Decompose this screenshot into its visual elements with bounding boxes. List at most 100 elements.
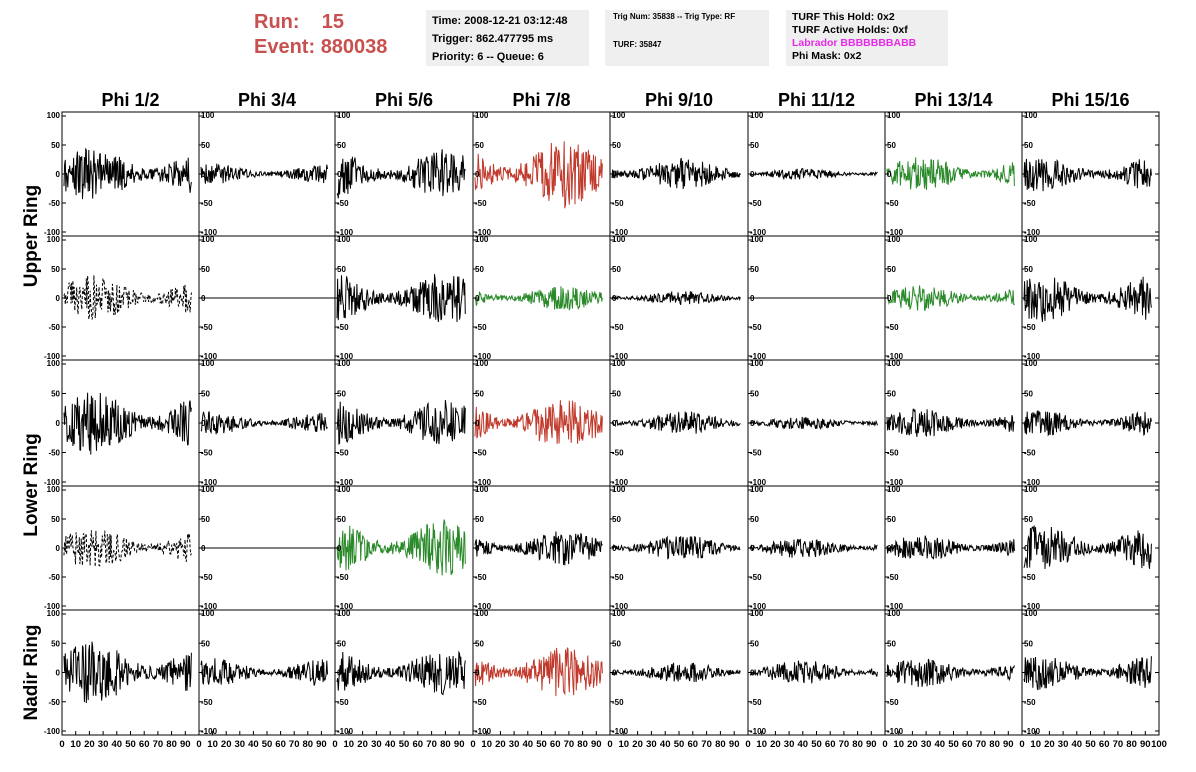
x-tick-label: 90 [591, 739, 602, 750]
y-tick-label: 100 [337, 111, 351, 120]
turf-this-hold-text: TURF This Hold: 0x2 [792, 11, 895, 23]
x-tick-label: 30 [921, 739, 932, 750]
y-tick-label: -100 [201, 478, 218, 487]
y-tick-label: 50 [750, 265, 759, 274]
x-tick-label: 40 [1072, 739, 1083, 750]
waveform-trace [1023, 276, 1152, 322]
y-tick-label: 100 [1024, 235, 1038, 244]
y-tick-label: -50 [887, 698, 899, 707]
turf-info-box: TURF This Hold: 0x2 TURF Active Holds: 0… [786, 10, 948, 66]
y-tick-label: 100 [750, 485, 764, 494]
waveform-trace [749, 167, 878, 181]
y-tick-label: -100 [475, 602, 492, 611]
y-tick-label: 0 [1024, 419, 1029, 428]
y-tick-label: 0 [475, 419, 480, 428]
y-tick-label: 50 [475, 639, 484, 648]
waveform-trace [611, 662, 741, 683]
y-tick-label: -50 [48, 199, 60, 208]
waveform-trace [336, 274, 466, 323]
x-tick-label: 20 [632, 739, 643, 750]
x-tick-label: 80 [577, 739, 588, 750]
y-tick-label: 100 [475, 359, 489, 368]
y-tick-label: -50 [612, 449, 624, 458]
x-tick-label: 0 [470, 739, 475, 750]
y-tick-label: 0 [750, 294, 755, 303]
x-tick-label: 40 [660, 739, 671, 750]
y-tick-label: -100 [1024, 352, 1041, 361]
y-tick-label: 50 [337, 515, 346, 524]
y-tick-label: 100 [475, 235, 489, 244]
y-tick-label: 100 [887, 111, 901, 120]
y-tick-label: -50 [201, 323, 213, 332]
y-tick-label: -100 [201, 352, 218, 361]
x-tick-label: 60 [962, 739, 973, 750]
x-tick-label: 70 [976, 739, 987, 750]
waveform-trace [63, 392, 192, 455]
waveform-trace [63, 530, 192, 567]
x-tick-label: 10 [344, 739, 355, 750]
y-tick-label: 0 [612, 544, 617, 553]
y-tick-label: 0 [56, 294, 61, 303]
y-tick-label: 100 [47, 111, 61, 120]
x-tick-label: 60 [1099, 739, 1110, 750]
waveform-trace [611, 157, 741, 190]
y-tick-label: 0 [750, 544, 755, 553]
y-tick-label: 0 [887, 294, 892, 303]
y-tick-label: 50 [612, 390, 621, 399]
x-tick-label: 50 [1085, 739, 1096, 750]
y-tick-label: 100 [887, 359, 901, 368]
y-tick-label: -100 [1024, 478, 1041, 487]
y-tick-label: 100 [887, 235, 901, 244]
y-tick-label: 0 [887, 419, 892, 428]
y-tick-label: 100 [1024, 111, 1038, 120]
y-tick-label: 50 [887, 390, 896, 399]
x-tick-label: 30 [646, 739, 657, 750]
waveform-trace [1023, 158, 1152, 192]
y-tick-label: 50 [337, 265, 346, 274]
waveform-trace [611, 290, 741, 305]
y-tick-label: -50 [48, 323, 60, 332]
x-tick-label: 70 [701, 739, 712, 750]
y-tick-label: 0 [750, 669, 755, 678]
waveform-trace [1023, 525, 1152, 570]
y-tick-label: 0 [612, 170, 617, 179]
x-tick-label: 40 [798, 739, 809, 750]
y-tick-label: 100 [47, 359, 61, 368]
y-tick-label: -50 [1024, 323, 1036, 332]
waveform-trace [200, 658, 328, 686]
y-tick-label: 100 [47, 609, 61, 618]
y-tick-label: -50 [337, 573, 349, 582]
y-tick-label: -50 [201, 449, 213, 458]
y-tick-label: -50 [887, 199, 899, 208]
y-tick-label: 100 [337, 485, 351, 494]
waveform-trace [474, 400, 603, 444]
y-tick-label: 100 [1024, 359, 1038, 368]
y-tick-label: 0 [201, 419, 206, 428]
x-tick-label: 90 [1140, 739, 1151, 750]
x-tick-label: 50 [811, 739, 822, 750]
y-tick-label: -100 [612, 228, 629, 237]
y-tick-label: -50 [1024, 199, 1036, 208]
y-tick-label: -100 [612, 478, 629, 487]
y-tick-label: -50 [337, 698, 349, 707]
x-tick-label: 40 [385, 739, 396, 750]
y-tick-label: 100 [750, 359, 764, 368]
x-tick-label: 90 [180, 739, 191, 750]
column-header: Phi 5/6 [375, 90, 433, 110]
y-tick-label: 0 [56, 419, 61, 428]
y-tick-label: 50 [1024, 515, 1033, 524]
waveform-trace [749, 660, 878, 684]
y-tick-label: -100 [475, 228, 492, 237]
x-tick-label: 30 [1058, 739, 1069, 750]
y-tick-label: 50 [51, 515, 60, 524]
x-tick-label: 0 [882, 739, 887, 750]
y-tick-label: -100 [44, 228, 61, 237]
priority-text: Priority: 6 -- Queue: 6 [432, 51, 544, 63]
y-tick-label: 100 [337, 235, 351, 244]
x-tick-label: 40 [112, 739, 123, 750]
column-header: Phi 7/8 [512, 90, 570, 110]
y-tick-label: -50 [612, 698, 624, 707]
waveform-trace [474, 531, 603, 566]
y-tick-label: -100 [201, 228, 218, 237]
